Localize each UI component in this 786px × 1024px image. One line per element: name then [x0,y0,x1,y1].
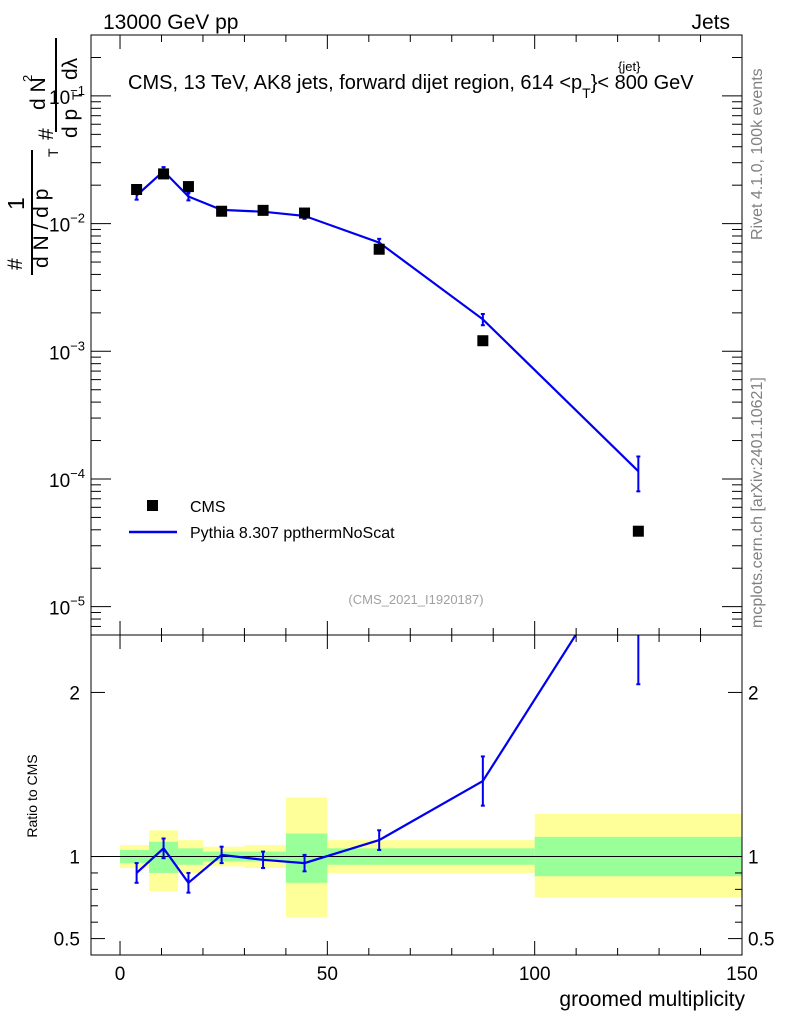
ratio-y-label: Ratio to CMS [24,754,40,837]
y-label-hash-right: # [35,128,58,140]
cms-data-point [299,207,311,219]
cms-data-point [257,204,269,216]
main-frame [90,34,743,636]
y-label-dpt: d p [59,109,82,138]
y-label-sup-2: 2 [20,75,35,82]
y-label-numerator: d N [27,77,50,110]
source-label: mcplots.cern.ch [arXiv:2401.10621] [749,377,766,628]
y-label-sub-t2: T [69,91,85,100]
x-tick-label: 0 [115,964,126,985]
x-tick-label: 100 [519,964,551,985]
y-label-denominator: d N / d p [30,189,53,268]
cms-data-point [216,205,228,217]
y-tick-label: 10−4 [49,466,85,492]
ratio-y-tick-label: 1 [69,848,80,869]
header-right: Jets [691,11,730,34]
ratio-y-tick-label-right: 1 [748,848,759,869]
y-tick-label: 10−3 [49,338,85,364]
y-label-dlambda: dλ [59,57,82,80]
cms-data-point [477,335,489,347]
ratio-y-tick-label: 2 [69,683,80,704]
legend: CMS Pythia 8.307 ppthermNoScat [129,499,395,542]
x-axis-label: groomed multiplicity [559,988,745,1011]
legend-cms-marker [147,500,158,511]
y-tick-label: 10−1 [49,83,85,109]
y-tick-label: 10−2 [49,211,85,237]
ratio-y-tick-label: 0.5 [54,930,80,951]
main-y-axis-label: # d N / d p 1 T # d N 2 d p T dλ [3,38,85,275]
header-left: 13000 GeV pp [103,11,238,34]
ratio-panel: 0.5 0.5 1 1 2 2 0 50 100 150 Ratio to CMS groomed… [24,634,774,1011]
cms-data-point [373,243,385,255]
main-title-superscript: {jet} [618,59,641,74]
y-tick-label: 10−5 [49,594,85,620]
legend-cms-label: CMS [190,499,226,516]
legend-pythia-label: Pythia 8.307 ppthermNoScat [190,525,395,542]
pythia-line [135,169,640,472]
cms-data-point [131,183,143,195]
cms-data-point [158,168,170,180]
ratio-y-tick-label-right: 0.5 [748,930,774,951]
analysis-watermark: (CMS_2021_I1920187) [348,592,483,607]
ratio-frame [90,634,743,956]
main-panel: 10−5 10−4 10−3 10−2 10−1 CMS, 13 TeV, AK8 je… [3,34,743,636]
y-label-hash-left: # [4,258,27,270]
ratio-y-tick-label-right: 2 [748,683,759,704]
main-title: CMS, 13 TeV, AK8 jets, forward dijet reg… [128,72,694,101]
y-label-one: 1 [3,197,29,210]
x-tick-label: 50 [317,964,338,985]
cms-data-point [632,525,644,537]
cms-data-point [182,181,194,193]
x-tick-label: 150 [726,964,758,985]
version-label: Rivet 4.1.0, 100k events [749,68,766,240]
y-label-sub-t: T [45,148,61,157]
